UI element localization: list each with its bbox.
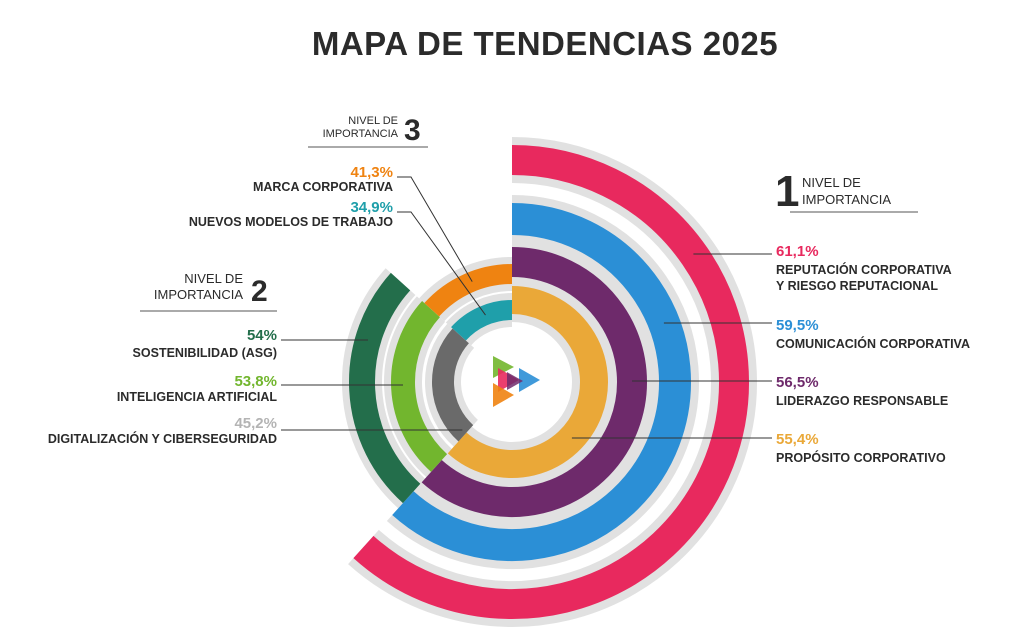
level-2-suffix: IMPORTANCIA <box>154 287 243 302</box>
arc-L1-1 <box>392 203 691 561</box>
arc-L3-0 <box>424 264 513 317</box>
value-label-L1-2: 56,5% <box>776 374 819 391</box>
category-label-L1-2: LIDERAZGO RESPONSABLE <box>776 394 948 408</box>
arc-L3-1 <box>451 300 513 341</box>
level-3-prefix: NIVEL DE <box>348 115 398 127</box>
logo-triangle-blue <box>519 368 540 392</box>
arc-L1-0 <box>353 145 749 619</box>
arc-L2-1 <box>391 301 448 472</box>
logo-triangle-purple <box>507 372 523 390</box>
level-3-header: NIVEL DE IMPORTANCIA 3 <box>308 114 428 148</box>
category-label-L1-0: Y RIESGO REPUTACIONAL <box>776 279 938 293</box>
category-label-L2-1: INTELIGENCIA ARTIFICIAL <box>117 390 278 404</box>
center-logo <box>468 338 556 426</box>
level-3-number: 3 <box>404 114 421 147</box>
value-label-L1-0: 61,1% <box>776 243 819 260</box>
level-1-header: 1 NIVEL DE IMPORTANCIA <box>775 167 918 216</box>
category-label-L2-2: DIGITALIZACIÓN Y CIBERSEGURIDAD <box>48 431 277 446</box>
arc-L1-2 <box>421 247 647 517</box>
logo-triangle-orange <box>493 383 514 407</box>
arc-L1-3 <box>447 286 608 478</box>
category-label-L3-1: NUEVOS MODELOS DE TRABAJO <box>189 215 393 229</box>
value-label-L2-0: 54% <box>247 327 277 344</box>
label-layer: 61,1% REPUTACIÓN CORPORATIVA Y RIESGO REPU… <box>48 164 970 465</box>
value-label-L2-2: 45,2% <box>234 415 277 432</box>
arc-L2-2 <box>432 328 474 442</box>
level-1-number: 1 <box>775 167 799 216</box>
level-2-number: 2 <box>251 275 268 308</box>
value-label-L1-3: 55,4% <box>776 431 819 448</box>
value-label-L3-0: 41,3% <box>350 164 393 181</box>
category-label-L2-0: SOSTENIBILIDAD (ASG) <box>133 346 277 360</box>
value-label-L2-1: 53,8% <box>234 373 277 390</box>
level-2-prefix: NIVEL DE <box>184 271 243 286</box>
category-label-L3-0: MARCA CORPORATIVA <box>253 180 393 194</box>
leader-L3-0 <box>397 176 473 282</box>
category-label-L1-0: REPUTACIÓN CORPORATIVA <box>776 262 952 277</box>
arc-L2-0 <box>349 272 421 504</box>
leader-L3-1 <box>397 211 486 316</box>
category-label-L1-1: COMUNICACIÓN CORPORATIVA <box>776 336 970 351</box>
category-label-L1-3: PROPÓSITO CORPORATIVO <box>776 450 946 465</box>
arc-layer <box>349 145 749 619</box>
leader-layer <box>281 176 772 439</box>
level-3-suffix: IMPORTANCIA <box>323 128 399 140</box>
level-1-suffix: IMPORTANCIA <box>802 192 891 207</box>
level-1-prefix: NIVEL DE <box>802 175 861 190</box>
chart-title: MAPA DE TENDENCIAS 2025 <box>312 25 778 62</box>
value-label-L1-1: 59,5% <box>776 317 819 334</box>
value-label-L3-1: 34,9% <box>350 199 393 216</box>
level-2-header: NIVEL DE IMPORTANCIA 2 <box>140 271 277 312</box>
